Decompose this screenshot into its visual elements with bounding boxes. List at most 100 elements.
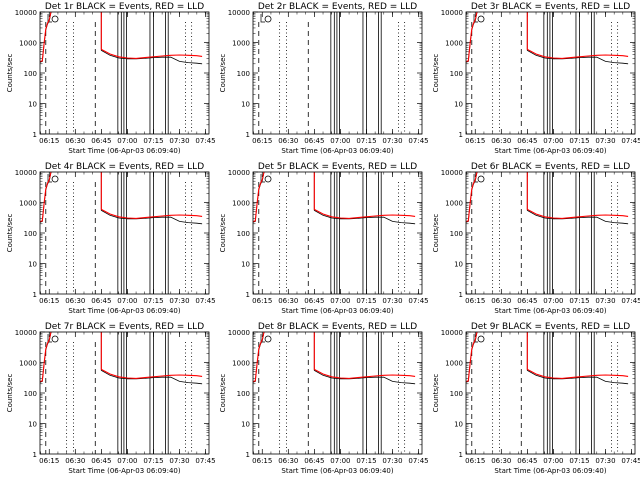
x-tick-label: 07:00 [117, 457, 137, 465]
x-tick-label: 07:15 [569, 297, 589, 305]
x-tick-label: 07:30 [382, 457, 402, 465]
lld-series-line [466, 12, 629, 63]
x-tick-label: 06:45 [91, 297, 111, 305]
chart-title: Det 7r BLACK = Events, RED = LLD [45, 322, 204, 332]
x-tick-label: 06:45 [91, 137, 111, 145]
y-axis-label: Counts/sec [432, 214, 440, 253]
lld-series-line [253, 172, 416, 223]
events-series-line [40, 172, 203, 225]
x-tick-label: 07:00 [117, 297, 137, 305]
x-tick-label: 07:30 [595, 297, 615, 305]
y-tick-label: 100 [237, 390, 250, 398]
x-tick-label: 06:15 [252, 457, 272, 465]
plot-frame [465, 11, 636, 135]
chart-panel: Det 8r BLACK = Events, RED = LLD Counts/s… [219, 322, 429, 475]
x-tick-label: 06:15 [39, 137, 59, 145]
y-tick-label: 10000 [441, 329, 463, 337]
x-tick-label: 07:45 [621, 137, 640, 145]
events-series-line [40, 332, 203, 385]
y-tick-label: 100 [24, 230, 37, 238]
x-tick-label: 06:15 [465, 137, 485, 145]
plot-frame [39, 331, 210, 455]
x-tick-label: 07:30 [169, 457, 189, 465]
x-axis-label: Start Time (06-Apr-03 06:09:40) [281, 467, 393, 475]
y-tick-label: 1000 [445, 200, 463, 208]
x-tick-label: 06:30 [278, 137, 298, 145]
y-tick-label: 10 [241, 421, 250, 429]
x-axis-label: Start Time (06-Apr-03 06:09:40) [68, 307, 180, 315]
lld-series-line [40, 172, 203, 223]
x-tick-label: 06:45 [304, 457, 324, 465]
x-tick-label: 06:30 [65, 457, 85, 465]
y-axis-label: Counts/sec [219, 214, 227, 253]
x-tick-label: 06:30 [491, 137, 511, 145]
x-tick-label: 06:45 [91, 457, 111, 465]
y-tick-label: 10 [28, 421, 37, 429]
y-tick-label: 1 [33, 131, 37, 139]
plot-frame [252, 171, 423, 295]
x-axis-label: Start Time (06-Apr-03 06:09:40) [494, 467, 606, 475]
y-tick-label: 10000 [228, 169, 250, 177]
y-tick-label: 10000 [441, 9, 463, 17]
x-tick-label: 06:15 [252, 297, 272, 305]
plot-frame [39, 171, 210, 295]
chart-panel: Det 2r BLACK = Events, RED = LLD Counts/s… [219, 2, 429, 155]
x-axis-label: Start Time (06-Apr-03 06:09:40) [494, 147, 606, 155]
x-tick-label: 07:15 [143, 457, 163, 465]
events-series-line [466, 12, 629, 65]
chart-panel: Det 4r BLACK = Events, RED = LLD Counts/s… [6, 162, 216, 315]
x-tick-label: 06:30 [491, 297, 511, 305]
x-tick-label: 06:45 [304, 137, 324, 145]
x-tick-label: 07:15 [143, 137, 163, 145]
y-tick-label: 1 [459, 131, 463, 139]
y-tick-label: 10 [28, 261, 37, 269]
events-series-line [253, 172, 416, 225]
y-tick-label: 1000 [232, 200, 250, 208]
y-tick-label: 1 [33, 291, 37, 299]
x-tick-label: 07:15 [569, 457, 589, 465]
y-tick-label: 10 [241, 101, 250, 109]
x-tick-label: 07:00 [543, 297, 563, 305]
chart-panel: Det 1r BLACK = Events, RED = LLD Counts/s… [6, 2, 216, 155]
y-tick-label: 10 [28, 101, 37, 109]
x-axis-label: Start Time (06-Apr-03 06:09:40) [281, 307, 393, 315]
events-series-line [40, 12, 203, 65]
y-tick-label: 1000 [445, 360, 463, 368]
x-tick-label: 07:15 [356, 137, 376, 145]
chart-title: Det 4r BLACK = Events, RED = LLD [45, 162, 204, 172]
x-tick-label: 07:30 [595, 457, 615, 465]
chart-title: Det 2r BLACK = Events, RED = LLD [258, 2, 417, 12]
y-tick-label: 1000 [19, 40, 37, 48]
chart-panel: Det 5r BLACK = Events, RED = LLD Counts/s… [219, 162, 429, 315]
x-tick-label: 06:45 [304, 297, 324, 305]
x-tick-label: 07:45 [195, 457, 215, 465]
chart-panel: Det 7r BLACK = Events, RED = LLD Counts/s… [6, 322, 216, 475]
y-tick-label: 10000 [228, 9, 250, 17]
chart-title: Det 3r BLACK = Events, RED = LLD [471, 2, 630, 12]
chart-panel: Det 6r BLACK = Events, RED = LLD Counts/s… [432, 162, 640, 315]
y-axis-label: Counts/sec [219, 374, 227, 413]
chart-panel: Det 3r BLACK = Events, RED = LLD Counts/s… [432, 2, 640, 155]
x-axis-label: Start Time (06-Apr-03 06:09:40) [281, 147, 393, 155]
y-tick-label: 10000 [15, 9, 37, 17]
chart-title: Det 1r BLACK = Events, RED = LLD [45, 2, 204, 12]
x-tick-label: 07:15 [356, 457, 376, 465]
y-axis-label: Counts/sec [219, 54, 227, 93]
y-tick-label: 100 [237, 230, 250, 238]
x-tick-label: 06:15 [465, 297, 485, 305]
y-tick-label: 10 [454, 261, 463, 269]
x-tick-label: 06:15 [465, 457, 485, 465]
x-tick-label: 07:30 [595, 137, 615, 145]
x-axis-label: Start Time (06-Apr-03 06:09:40) [494, 307, 606, 315]
x-tick-label: 06:30 [65, 297, 85, 305]
y-tick-label: 1000 [19, 200, 37, 208]
x-tick-label: 07:00 [330, 137, 350, 145]
y-tick-label: 10000 [441, 169, 463, 177]
y-tick-label: 10 [241, 261, 250, 269]
x-tick-label: 07:30 [169, 137, 189, 145]
y-tick-label: 1 [246, 451, 250, 459]
x-tick-label: 07:30 [382, 297, 402, 305]
y-tick-label: 1 [246, 291, 250, 299]
x-tick-label: 07:45 [621, 457, 640, 465]
